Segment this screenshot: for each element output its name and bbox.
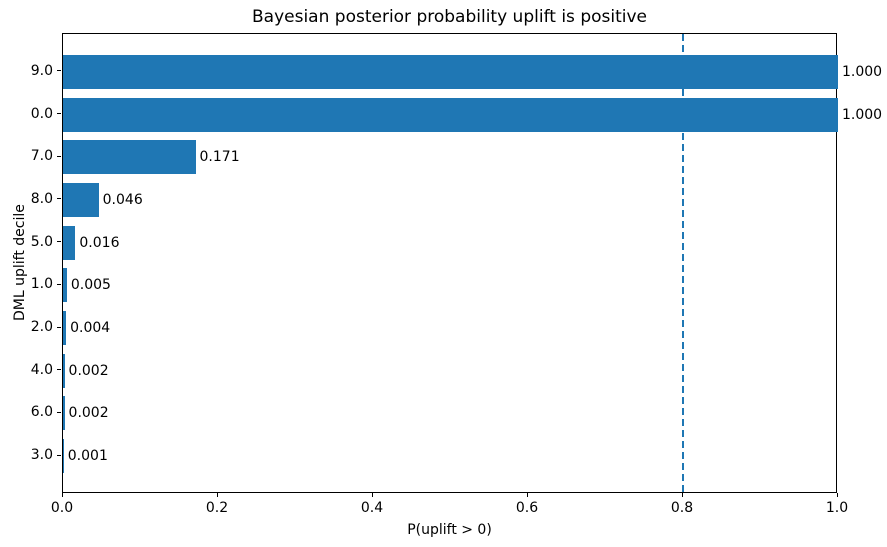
y-tick-mark [57, 113, 61, 115]
y-tick-label: 9.0 [30, 62, 53, 79]
bar [63, 54, 838, 90]
plot-area: 1.000 1.000 0.171 0.046 0.016 0.005 0.004 0.002… [62, 33, 882, 494]
bar [63, 438, 64, 474]
bar [63, 182, 99, 218]
x-tick-mark [681, 493, 683, 497]
bar-value-label: 0.046 [102, 191, 143, 208]
reference-line [682, 34, 684, 494]
bar-value-label: 0.002 [68, 362, 109, 379]
y-tick-mark [57, 198, 61, 200]
x-tick-label: 0.4 [360, 500, 384, 516]
bar [63, 396, 65, 431]
y-tick-label: 8.0 [30, 190, 53, 207]
y-tick-label: 7.0 [30, 148, 53, 165]
x-tick-label: 0.8 [670, 500, 694, 516]
bar-value-label: 0.171 [199, 149, 240, 166]
y-tick-mark [57, 369, 61, 371]
x-tick-label: 1.0 [825, 500, 849, 516]
bar [63, 353, 65, 388]
y-axis-label: DML uplift decile [12, 204, 28, 322]
y-tick-mark [57, 326, 61, 328]
bar [63, 310, 67, 346]
x-tick-label: 0.0 [50, 500, 74, 516]
y-tick-mark [57, 155, 61, 157]
y-tick-label: 0.0 [30, 105, 53, 122]
y-tick-label: 3.0 [30, 447, 53, 464]
bar-value-label: 0.001 [67, 448, 108, 465]
x-tick-label: 0.6 [515, 500, 539, 516]
y-tick-mark [57, 70, 61, 72]
x-tick-mark [526, 493, 528, 497]
bar-value-label: 0.016 [79, 234, 120, 251]
x-tick-mark [836, 493, 838, 497]
bar-value-label: 0.004 [70, 320, 111, 336]
bar [63, 140, 196, 175]
bar [63, 225, 76, 260]
x-tick-label: 0.2 [205, 500, 229, 516]
y-tick-mark [57, 283, 61, 285]
bar [63, 268, 67, 303]
bar-value-label: 0.005 [70, 277, 111, 294]
bar-value-label: 1.000 [842, 106, 883, 123]
y-tick-label: 5.0 [30, 233, 53, 250]
chart-title: Bayesian posterior probability uplift is… [252, 7, 647, 27]
x-tick-mark [61, 493, 63, 497]
bar [63, 97, 838, 132]
bar-value-label: 0.002 [68, 405, 109, 422]
x-tick-mark [216, 493, 218, 497]
bar-value-label: 1.000 [842, 63, 883, 80]
y-tick-label: 1.0 [30, 276, 53, 293]
x-axis-label: P(uplift > 0) [407, 522, 492, 538]
y-tick-label: 2.0 [30, 319, 53, 335]
y-tick-mark [57, 411, 61, 413]
y-tick-label: 6.0 [30, 404, 53, 421]
x-tick-mark [371, 493, 373, 497]
y-tick-mark [57, 241, 61, 243]
y-tick-label: 4.0 [30, 361, 53, 378]
y-tick-mark [57, 454, 61, 456]
